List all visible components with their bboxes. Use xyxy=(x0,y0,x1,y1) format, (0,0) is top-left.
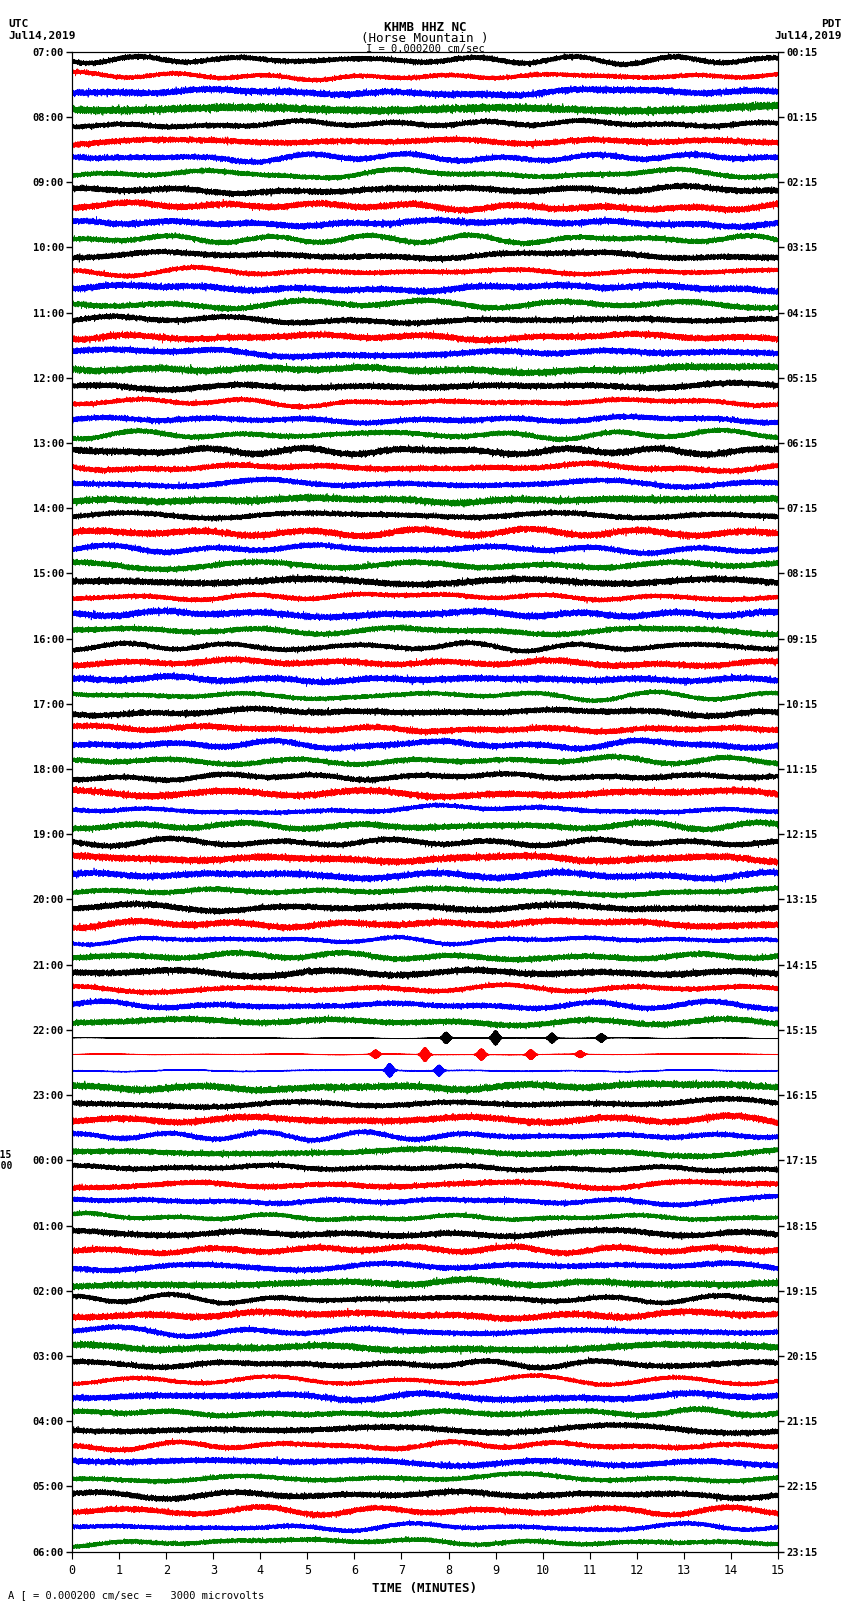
Text: Jul14,2019: Jul14,2019 xyxy=(774,31,842,40)
Text: Jul14,2019: Jul14,2019 xyxy=(8,31,76,40)
Text: KHMB HHZ NC: KHMB HHZ NC xyxy=(383,21,467,34)
Text: Jul15
00:00: Jul15 00:00 xyxy=(0,1150,12,1171)
X-axis label: TIME (MINUTES): TIME (MINUTES) xyxy=(372,1582,478,1595)
Text: UTC: UTC xyxy=(8,19,29,29)
Text: A [ = 0.000200 cm/sec =   3000 microvolts: A [ = 0.000200 cm/sec = 3000 microvolts xyxy=(8,1590,264,1600)
Text: I = 0.000200 cm/sec: I = 0.000200 cm/sec xyxy=(366,44,484,53)
Text: PDT: PDT xyxy=(821,19,842,29)
Text: (Horse Mountain ): (Horse Mountain ) xyxy=(361,32,489,45)
